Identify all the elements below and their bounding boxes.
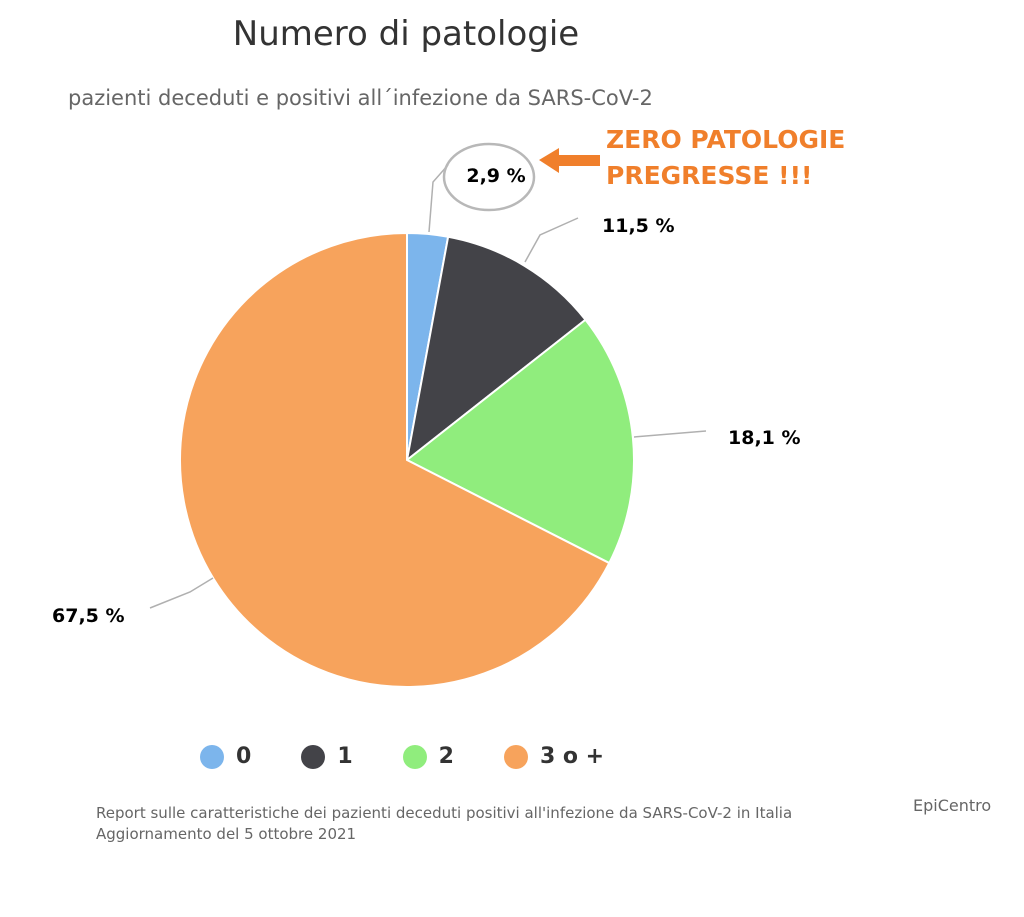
chart-subtitle: pazienti deceduti e positivi all´infezio… <box>68 86 653 110</box>
data-label-4: 67,5 % <box>52 605 125 627</box>
pie-slice-3[interactable] <box>405 318 635 565</box>
label-connector-4 <box>149 577 214 609</box>
legend-label: 3 o + <box>539 744 605 769</box>
chart-title: Numero di patologie <box>232 14 580 54</box>
callout-annotation: ZERO PATOLOGIE PREGRESSE !!! <box>442 125 845 212</box>
label-connector-2 <box>524 217 579 263</box>
callout-text-line-2: PREGRESSE !!! <box>606 161 812 190</box>
legend-label: 0 <box>236 744 252 769</box>
legend-item-2[interactable]: 1 <box>301 744 353 769</box>
data-label-1: 2,9 % <box>466 165 525 187</box>
callout-text-line-1: ZERO PATOLOGIE <box>606 125 845 154</box>
source-note: Report sulle caratteristiche dei pazient… <box>96 803 876 845</box>
callout-arrow <box>539 148 600 173</box>
legend-swatch <box>200 744 224 769</box>
legend-swatch <box>301 744 326 769</box>
label-connector-3 <box>633 430 707 438</box>
legend-label: 2 <box>438 744 454 769</box>
pie-slice-4[interactable] <box>179 231 611 688</box>
legend-item-1[interactable]: 0 <box>200 744 251 769</box>
legend-swatch <box>402 744 427 769</box>
data-label-2: 11,5 % <box>602 215 675 237</box>
legend-label: 1 <box>337 744 353 769</box>
source-line-1: Report sulle caratteristiche dei pazient… <box>96 804 793 822</box>
chart-legend: 0 1 2 3 o + <box>200 744 654 769</box>
legend-item-4[interactable]: 3 o + <box>503 744 605 769</box>
data-label-3: 18,1 % <box>728 427 801 449</box>
label-connector-1 <box>428 164 449 233</box>
legend-swatch <box>503 744 528 769</box>
legend-item-3[interactable]: 2 <box>402 744 454 769</box>
credits-text: EpiCentro <box>913 796 992 815</box>
callout-highlight-ellipse <box>442 142 536 212</box>
source-line-2: Aggiornamento del 5 ottobre 2021 <box>96 825 357 843</box>
pie-slice-2[interactable] <box>405 235 587 463</box>
